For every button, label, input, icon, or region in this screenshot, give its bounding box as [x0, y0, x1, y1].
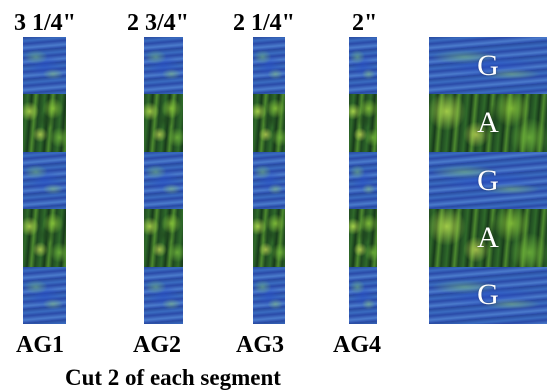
strip-ag3	[253, 37, 285, 324]
segment-letter: G	[477, 163, 499, 197]
water-segment	[144, 37, 183, 95]
strip-name-ag1: AG1	[16, 332, 64, 358]
segment-letter: G	[477, 48, 499, 82]
forest-segment	[23, 94, 66, 152]
width-label-ag1: 3 1/4"	[14, 10, 76, 36]
segment-letter: A	[477, 220, 499, 254]
water-segment	[253, 151, 285, 210]
forest-segment: A	[429, 209, 547, 267]
water-segment	[23, 37, 66, 95]
water-segment	[144, 266, 183, 324]
water-segment	[23, 151, 66, 210]
width-label-ag2: 2 3/4"	[127, 10, 189, 36]
strip-ag4	[349, 37, 377, 324]
water-segment: G	[429, 266, 547, 324]
segment-letter: G	[477, 278, 499, 312]
strip-name-ag3: AG3	[236, 332, 284, 358]
segment-letter: A	[477, 106, 499, 140]
width-label-ag3: 2 1/4"	[233, 10, 295, 36]
forest-segment: A	[429, 94, 547, 152]
forest-segment	[144, 94, 183, 152]
water-segment	[349, 151, 377, 210]
forest-segment	[349, 209, 377, 267]
forest-segment	[253, 209, 285, 267]
forest-segment	[144, 209, 183, 267]
cut-instruction-caption: Cut 2 of each segment	[65, 365, 281, 390]
water-segment	[144, 151, 183, 210]
water-segment	[253, 37, 285, 95]
water-segment: G	[429, 151, 547, 210]
forest-segment	[253, 94, 285, 152]
water-segment	[23, 266, 66, 324]
strip-name-ag4: AG4	[333, 332, 381, 358]
strip-name-ag2: AG2	[133, 332, 181, 358]
forest-segment	[23, 209, 66, 267]
water-segment	[349, 37, 377, 95]
forest-segment	[349, 94, 377, 152]
water-segment	[349, 266, 377, 324]
water-segment	[253, 266, 285, 324]
strip-ag2	[144, 37, 183, 324]
width-label-ag4: 2"	[352, 10, 378, 36]
water-segment: G	[429, 37, 547, 95]
strip-ag1	[23, 37, 66, 324]
assembled-strip: G A G A G	[429, 37, 547, 324]
